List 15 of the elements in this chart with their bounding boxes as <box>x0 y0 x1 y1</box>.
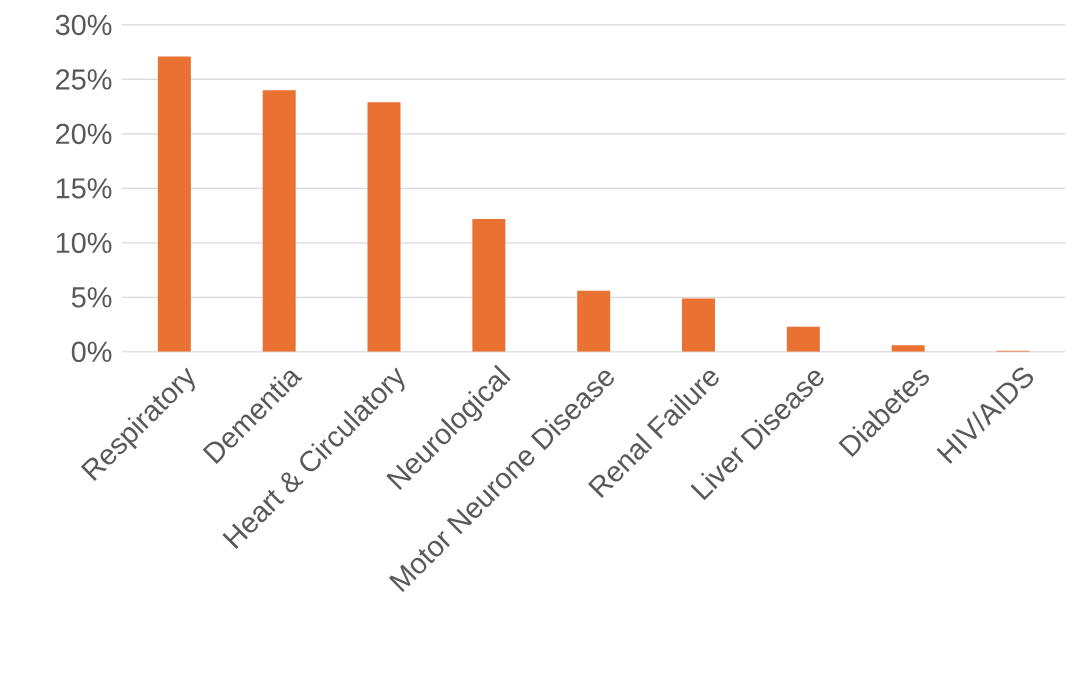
bar <box>157 56 191 352</box>
y-tick-label: 15% <box>56 178 112 199</box>
bar <box>577 290 611 352</box>
y-tick-label: 0% <box>71 341 112 363</box>
y-tick-label: 10% <box>56 232 112 254</box>
bar <box>786 326 820 352</box>
bar <box>891 345 925 352</box>
y-tick-label: 25% <box>56 69 112 90</box>
bar <box>262 90 296 352</box>
y-tick-label: 5% <box>71 287 112 308</box>
y-tick-label: 30% <box>55 14 112 36</box>
bar <box>367 102 401 352</box>
bar <box>472 219 506 352</box>
y-tick-label: 20% <box>56 123 112 145</box>
bar <box>682 298 715 352</box>
